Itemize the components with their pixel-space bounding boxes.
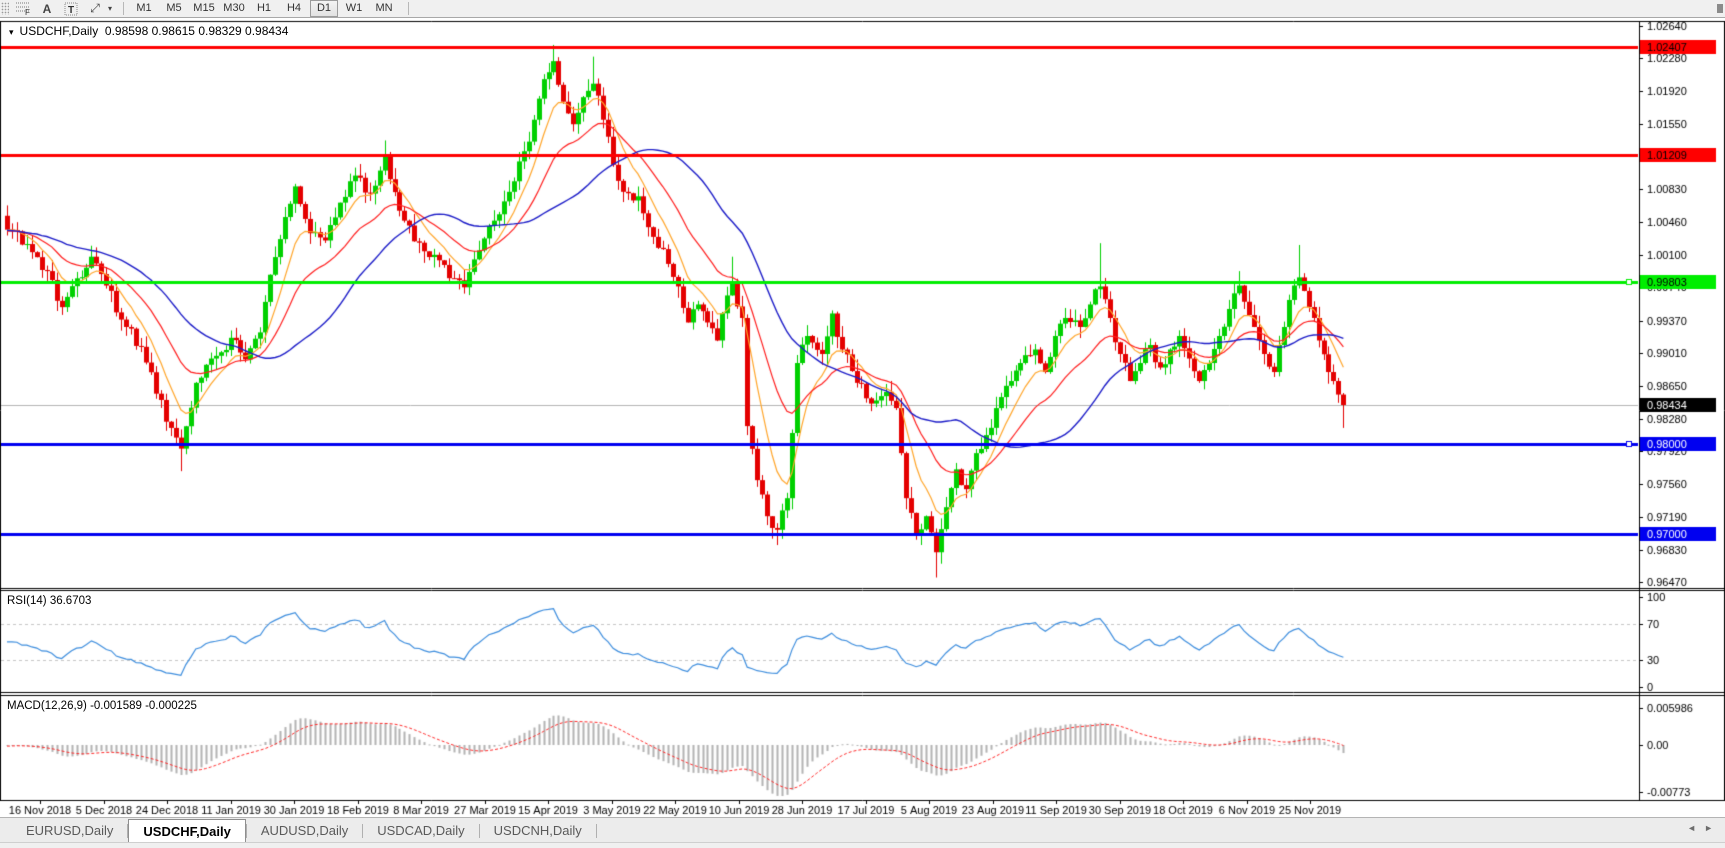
toolbar-end-handle-icon bbox=[1717, 4, 1723, 13]
arrows-dropdown-caret-icon[interactable]: ▾ bbox=[107, 4, 112, 13]
timeframe-toolbar: M1 M5 M15 M30 H1 H4 D1 W1 MN bbox=[130, 0, 400, 17]
price-chart-canvas[interactable] bbox=[0, 18, 1725, 817]
chart-tab-usdcnh[interactable]: USDCNH,Daily bbox=[493, 823, 582, 838]
chart-tab-audusd[interactable]: AUDUSD,Daily bbox=[260, 823, 349, 838]
toolbar-separator bbox=[408, 2, 409, 15]
timeframe-button-mn[interactable]: MN bbox=[375, 2, 393, 14]
tab-scroll-left-icon[interactable]: ◄ bbox=[1687, 823, 1705, 833]
tab-separator bbox=[595, 823, 597, 838]
chart-title-ohlc: 0.98598 0.98615 0.98329 0.98434 bbox=[104, 24, 289, 38]
collapse-arrow-icon[interactable]: ▾ bbox=[9, 27, 14, 37]
svg-text:T: T bbox=[68, 5, 74, 16]
timeframe-button-m1[interactable]: M1 bbox=[136, 2, 152, 14]
timeframe-button-m5[interactable]: M5 bbox=[166, 2, 182, 14]
arrows-tool-icon[interactable]: ⤢ bbox=[90, 1, 100, 15]
toolbar-separator bbox=[123, 2, 124, 15]
svg-text:F: F bbox=[25, 8, 30, 15]
timeframe-button-h4[interactable]: H4 bbox=[286, 2, 302, 14]
fibonacci-icon[interactable]: F bbox=[13, 1, 33, 16]
chart-title[interactable]: ▾ USDCHF,Daily 0.98598 0.98615 0.98329 0.… bbox=[9, 24, 288, 38]
chart-tab-eurusd[interactable]: EURUSD,Daily bbox=[26, 823, 114, 838]
tab-separator bbox=[478, 823, 480, 838]
timeframe-button-m30[interactable]: M30 bbox=[223, 2, 245, 14]
macd-indicator-label: MACD(12,26,9) -0.001589 -0.000225 bbox=[7, 700, 197, 712]
timeframe-button-h1[interactable]: H1 bbox=[256, 2, 272, 14]
chart-window: ▾ USDCHF,Daily 0.98598 0.98615 0.98329 0.… bbox=[0, 18, 1725, 817]
timeframe-button-m15[interactable]: M15 bbox=[193, 2, 215, 14]
text-icon[interactable]: A bbox=[42, 1, 52, 16]
tab-scroll-arrows: ◄► bbox=[1687, 823, 1721, 833]
tab-scroll-right-icon[interactable]: ► bbox=[1704, 823, 1721, 833]
tab-separator bbox=[362, 823, 364, 838]
top-toolbar: F A T ⤢ ▾ M1 M5 M15 M30 H1 H4 D1 W1 MN bbox=[0, 0, 1725, 18]
rsi-indicator-label: RSI(14) 36.6703 bbox=[7, 595, 92, 607]
chart-tabbar: EURUSD,Daily USDCHF,Daily AUDUSD,Daily USDC… bbox=[0, 817, 1725, 843]
tabbar-lead-space bbox=[0, 818, 12, 843]
toolbar-grip[interactable] bbox=[1, 2, 9, 15]
chart-tab-usdchf[interactable]: USDCHF,Daily bbox=[128, 819, 246, 843]
chart-tabs: EURUSD,Daily USDCHF,Daily AUDUSD,Daily USDC… bbox=[12, 818, 597, 843]
timeframe-button-d1[interactable]: D1 bbox=[310, 0, 338, 17]
status-bar bbox=[0, 842, 1725, 848]
chart-tab-usdcad[interactable]: USDCAD,Daily bbox=[377, 823, 465, 838]
timeframe-button-w1[interactable]: W1 bbox=[345, 2, 363, 14]
text-label-icon[interactable]: T bbox=[61, 1, 81, 16]
tab-separator bbox=[127, 823, 129, 838]
tab-separator bbox=[245, 823, 247, 838]
chart-title-symbol: USDCHF,Daily bbox=[19, 24, 99, 38]
